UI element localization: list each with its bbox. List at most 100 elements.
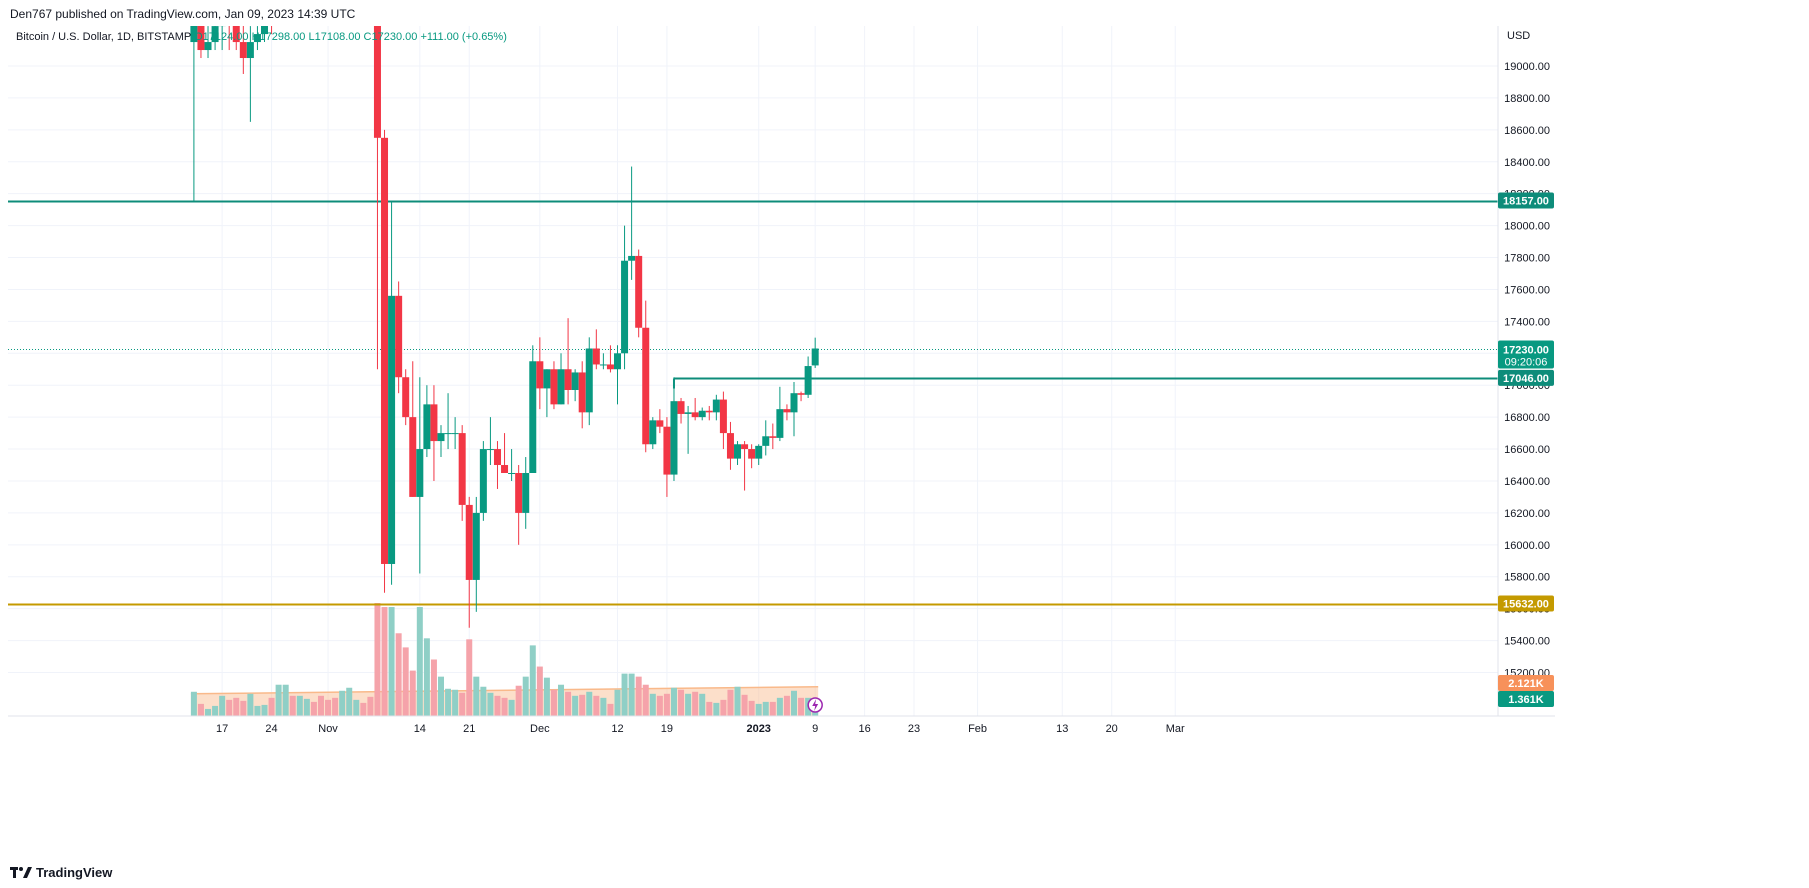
volume-average-label-text: 2.121K	[1508, 678, 1544, 690]
price-label-resistance-text: 18157.00	[1503, 196, 1549, 208]
volume-bar	[678, 689, 685, 716]
candle	[762, 420, 770, 456]
volume-bar	[670, 687, 677, 716]
price-tick-label: 16400.00	[1504, 476, 1550, 488]
candle-body	[698, 410, 706, 418]
volume-bar	[586, 691, 593, 716]
candle-body	[409, 417, 417, 497]
tradingview-logo[interactable]: TradingView	[10, 865, 112, 880]
candle-body	[472, 512, 480, 580]
candle-body	[381, 137, 389, 564]
volume-bar	[423, 638, 430, 716]
candle-body	[388, 295, 396, 564]
candle	[246, 26, 254, 122]
volume-bar	[360, 702, 367, 716]
legend-value: L17108.00	[308, 31, 363, 43]
candle-body	[423, 404, 431, 450]
volume-bar	[748, 700, 755, 716]
volume-bar	[699, 693, 706, 716]
event-lightning-icon	[807, 697, 823, 713]
last-price-countdown: 09:20:06	[1505, 357, 1548, 369]
volume-bar	[261, 704, 268, 716]
volume-bar	[798, 697, 805, 716]
candle-body	[783, 409, 791, 413]
volume-bar	[607, 703, 614, 716]
time-tick-label: 13	[1056, 723, 1068, 735]
candle-body	[218, 26, 226, 27]
volume-bar	[353, 699, 360, 716]
grid	[8, 26, 1498, 716]
volume-bar	[579, 694, 586, 716]
candle-body	[402, 377, 410, 418]
volume-last-label-text: 1.361K	[1508, 694, 1544, 706]
tradingview-logo-text: TradingView	[36, 865, 113, 880]
price-tick-label: 16200.00	[1504, 508, 1550, 520]
candle	[465, 496, 473, 628]
footer: TradingView	[0, 860, 1809, 888]
candle-body	[232, 26, 240, 43]
candle	[261, 26, 268, 43]
candle	[458, 425, 466, 521]
volume-bar	[381, 607, 388, 716]
candle	[564, 318, 572, 405]
time-tick-label: Feb	[968, 723, 987, 735]
time-tick-label: 16	[858, 723, 870, 735]
volume-bar	[501, 697, 508, 716]
candle	[628, 166, 636, 280]
candle-body	[656, 420, 664, 427]
time-tick-label: 21	[463, 723, 475, 735]
candle-body	[465, 504, 473, 580]
candle-body	[550, 369, 558, 405]
volume-bar	[656, 695, 663, 716]
candle	[543, 369, 551, 418]
event-icon-bolt	[812, 699, 819, 711]
candle-body	[684, 412, 692, 414]
candle-body	[776, 409, 784, 438]
volume-bar	[459, 692, 466, 716]
volume-bar	[430, 659, 437, 716]
candle	[271, 26, 273, 35]
volume-bar	[565, 691, 572, 716]
candle	[811, 337, 819, 368]
volume-bar	[783, 695, 790, 716]
candle	[472, 496, 480, 612]
candle-body	[395, 295, 403, 378]
price-label-resistance-bg	[1498, 192, 1554, 209]
price-tick-label: 18400.00	[1504, 157, 1550, 169]
candle-body	[578, 372, 586, 413]
candle-body	[585, 348, 593, 413]
volume-bar	[254, 705, 261, 716]
volume-bar	[621, 673, 628, 716]
volume-bar	[769, 701, 776, 716]
volume-bar	[776, 697, 783, 716]
candle-body	[691, 412, 699, 418]
btc-candlestick-chart[interactable]: Bitcoin / U.S. Dollar, 1D, BITSTAMP O171…	[0, 0, 1809, 860]
legend-value: Bitcoin / U.S. Dollar, 1D, BITSTAMP	[16, 31, 194, 43]
volume-bar	[550, 689, 557, 716]
candle	[783, 404, 791, 421]
candle-body	[190, 26, 198, 43]
candle-body	[226, 0, 233, 18]
candle-body	[677, 401, 685, 414]
volume-bar	[226, 699, 233, 716]
time-tick-label: 12	[611, 723, 623, 735]
candle-body	[804, 366, 812, 395]
time-tick-label: 14	[414, 723, 426, 735]
candle	[515, 465, 523, 545]
volume-bar	[190, 691, 197, 716]
volume-bar	[346, 687, 353, 716]
price-label-support-bg	[1498, 595, 1554, 612]
candle-body	[564, 369, 572, 390]
volume-bar	[685, 693, 692, 716]
candle-body	[649, 420, 657, 445]
volume-bar	[409, 670, 416, 716]
candle-body	[741, 444, 749, 450]
candle	[501, 433, 509, 473]
candle-body	[211, 26, 219, 43]
candle	[677, 397, 685, 424]
candle-body	[246, 42, 254, 59]
candle	[253, 26, 261, 51]
candle	[734, 441, 742, 466]
candle	[536, 337, 544, 410]
candle	[409, 361, 417, 497]
